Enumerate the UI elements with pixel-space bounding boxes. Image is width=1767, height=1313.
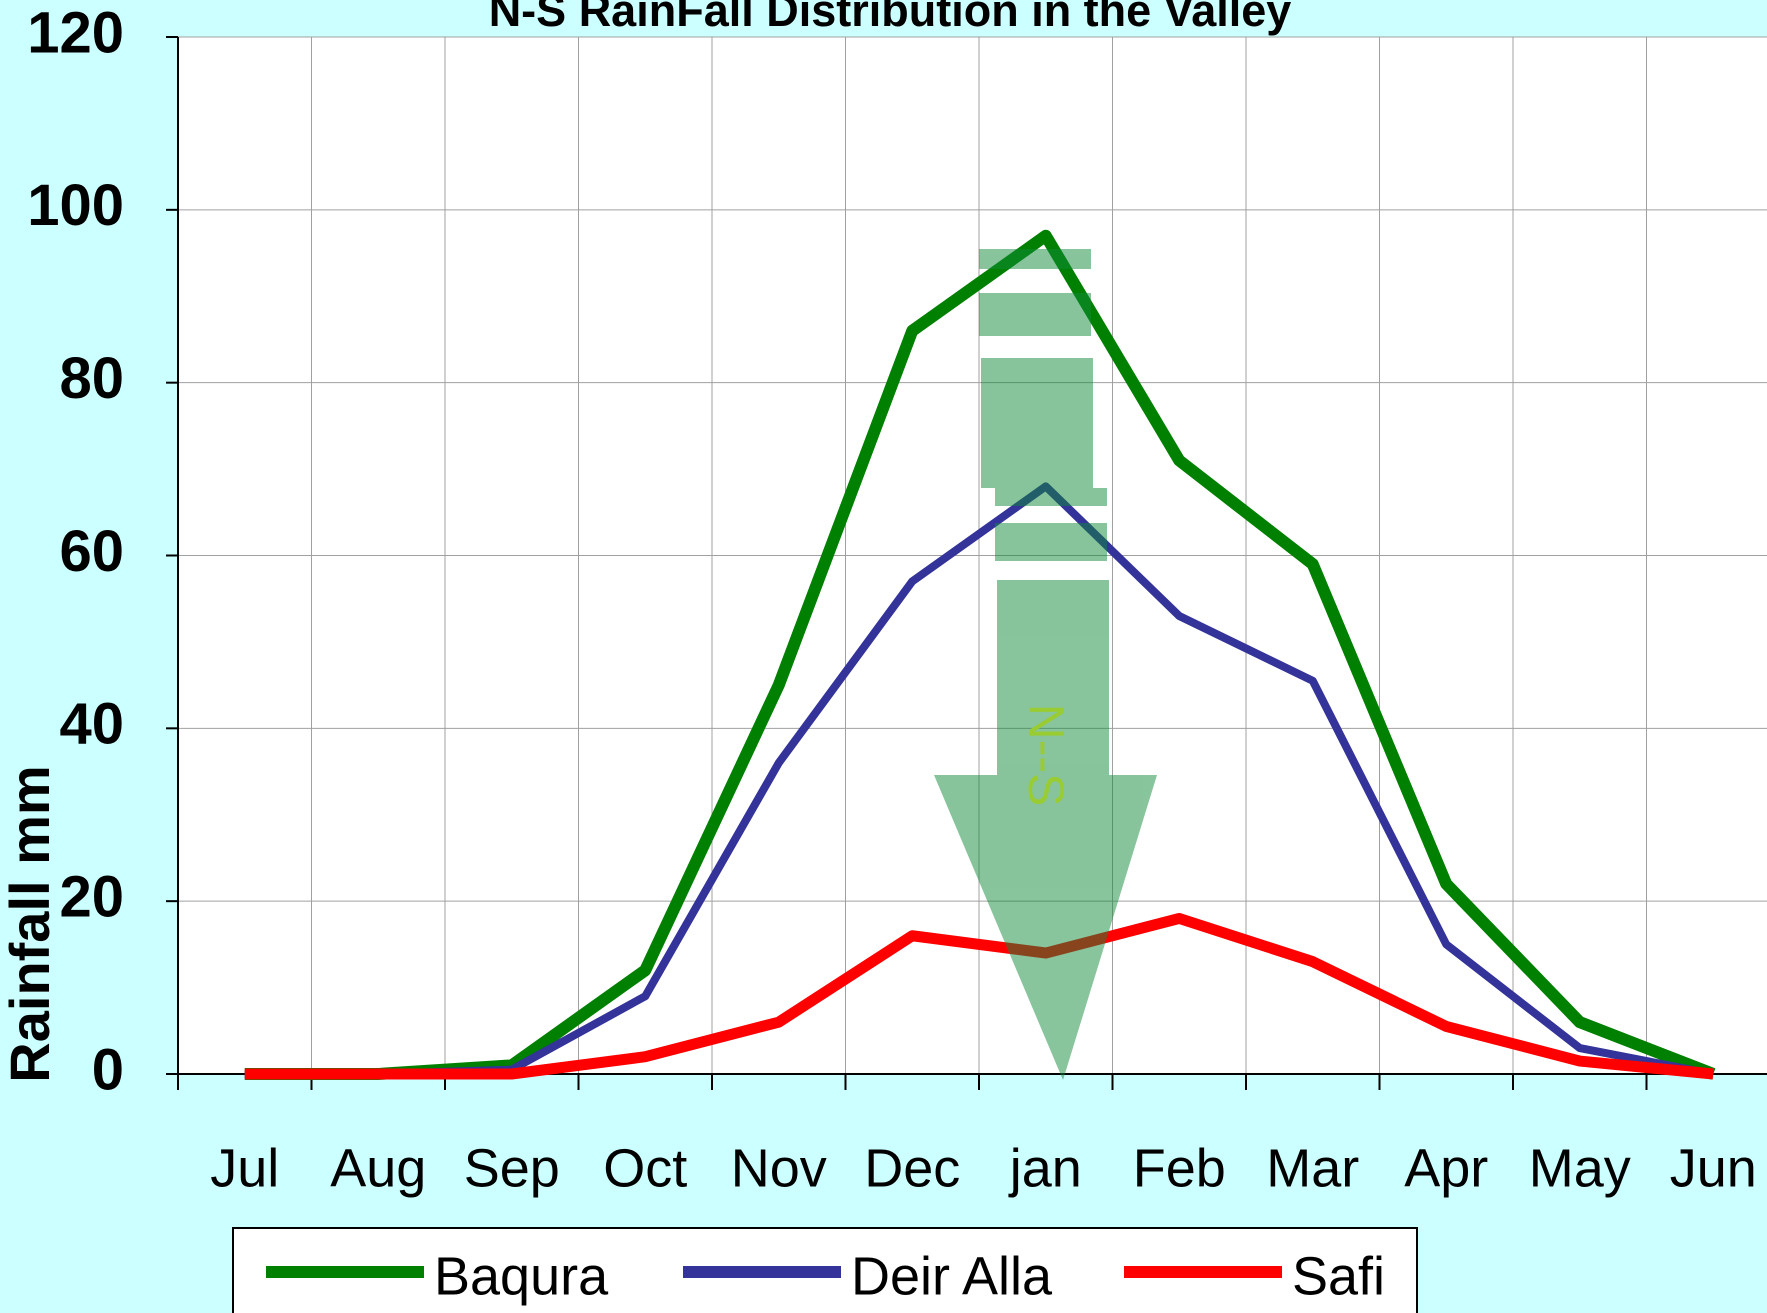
y-tick-label: 0 <box>92 1037 124 1102</box>
arrow-dash <box>995 488 1107 506</box>
legend-label: Deir Alla <box>851 1246 1053 1306</box>
x-tick-label: Mar <box>1266 1138 1359 1198</box>
arrow-dash <box>979 293 1091 336</box>
legend-label: Baqura <box>434 1246 609 1306</box>
annotation: N--S <box>1018 704 1074 807</box>
series-line <box>244 912 1714 1080</box>
arrow-dash <box>995 523 1107 561</box>
x-tick-label: jan <box>1008 1138 1082 1198</box>
arrow-dash <box>997 580 1109 775</box>
arrow <box>934 249 1157 1080</box>
y-tick-label: 20 <box>59 864 124 929</box>
y-axis-label: Rainfall mm <box>0 765 61 1082</box>
y-tick-label: 40 <box>59 692 124 757</box>
chart-title: N-S RainFall Distribution in the Valley <box>489 0 1292 36</box>
x-tick-label: Sep <box>464 1138 560 1198</box>
y-tick-label: 80 <box>59 346 124 411</box>
x-tick-label: Jul <box>210 1138 279 1198</box>
x-tick-label: Apr <box>1404 1138 1488 1198</box>
x-tick-label: May <box>1529 1138 1631 1198</box>
legend-label: Safi <box>1292 1246 1385 1306</box>
x-tick-label: Jun <box>1670 1138 1757 1198</box>
legend-items: Baqura Deir Alla Safi <box>266 1246 1385 1306</box>
arrow-dash <box>981 358 1093 488</box>
x-tick-label: Nov <box>731 1138 827 1198</box>
lines <box>244 229 1716 1080</box>
x-tick-label: Oct <box>603 1138 687 1198</box>
x-tick-label: Dec <box>864 1138 960 1198</box>
arrow-head <box>934 775 1157 1080</box>
y-tick-label: 100 <box>27 173 124 238</box>
x-tick-label: Feb <box>1133 1138 1226 1198</box>
y-tick-label: 120 <box>27 0 124 65</box>
arrow-dash <box>979 249 1091 269</box>
grid: 0 20 40 60 80 100 120 Jul Aug Sep Oct Nov Dec jan Feb M… <box>27 0 1767 1198</box>
y-tick-label: 60 <box>59 519 124 584</box>
x-tick-label: Aug <box>330 1138 426 1198</box>
